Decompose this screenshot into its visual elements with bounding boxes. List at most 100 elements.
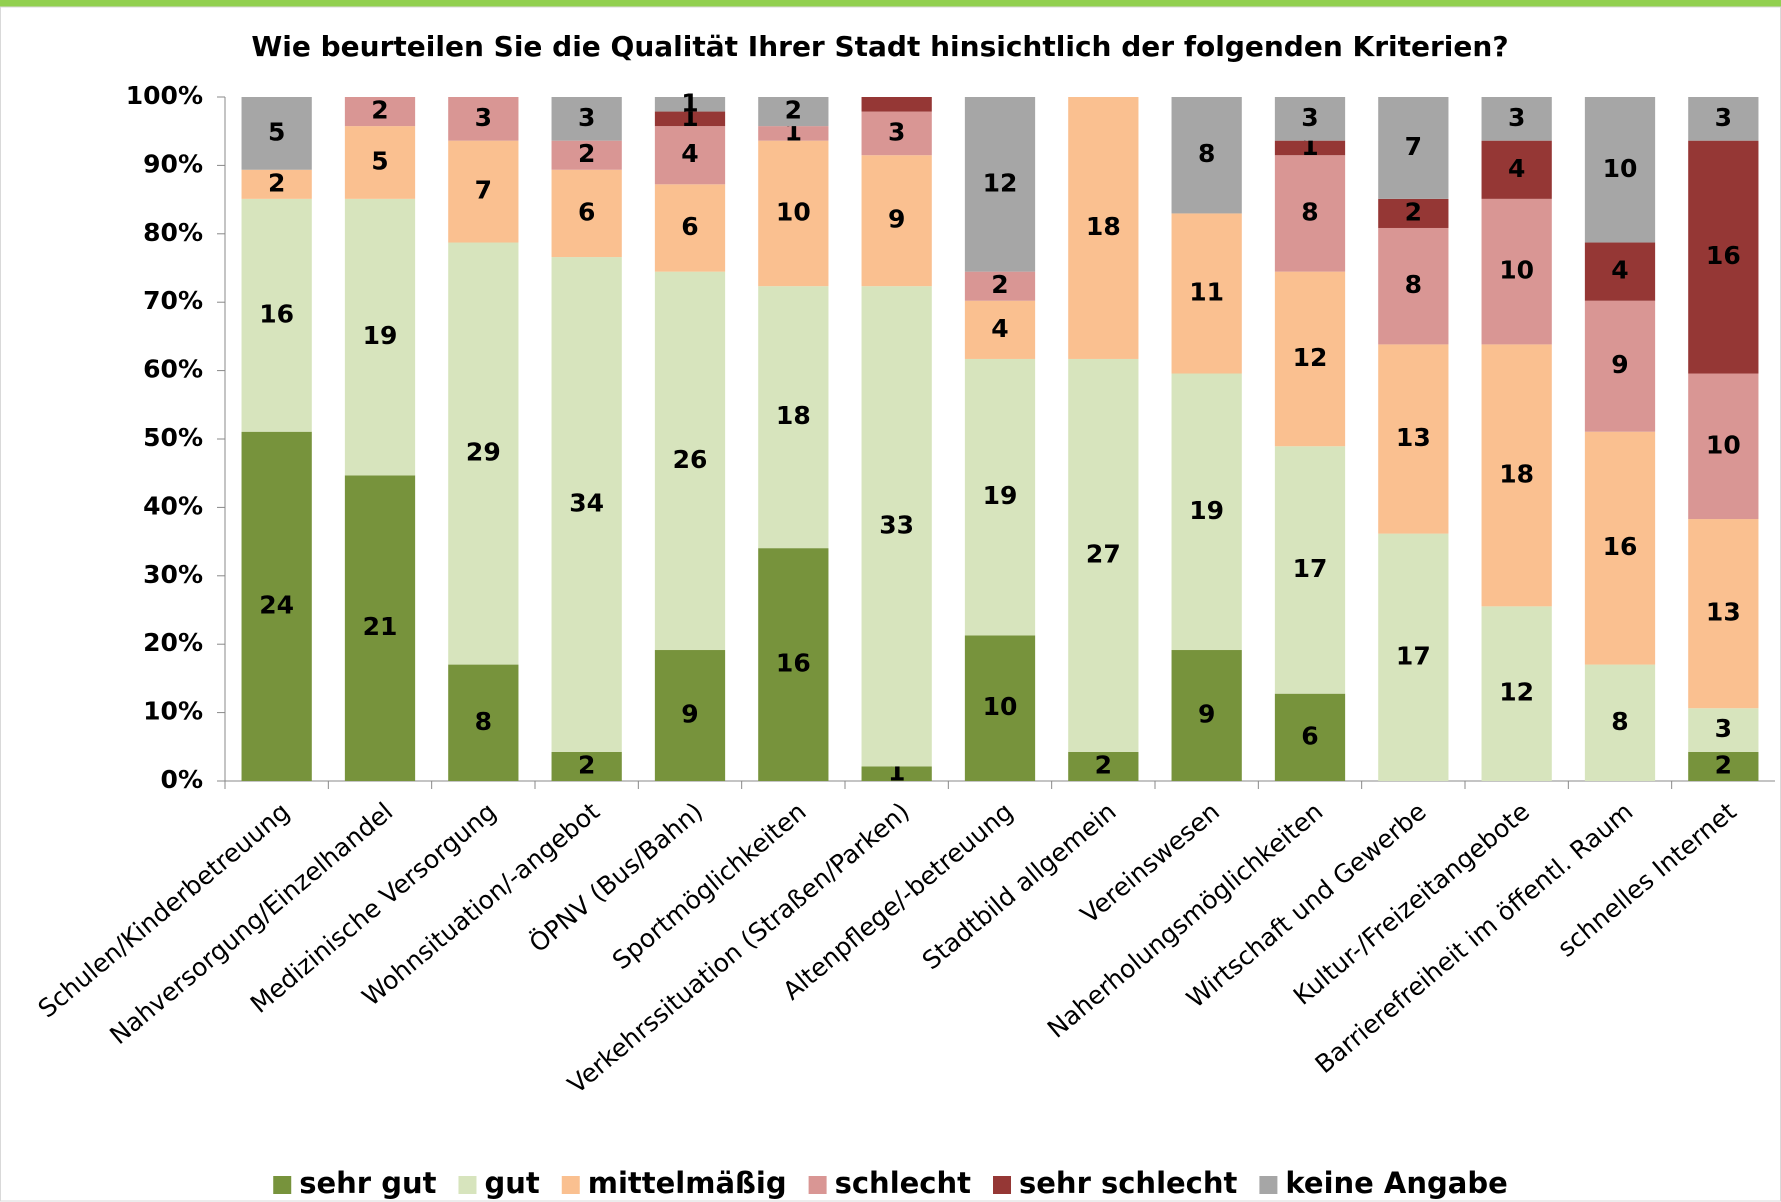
bar-segment — [1378, 344, 1449, 534]
data-label: 17 — [1293, 554, 1328, 583]
bar-segment — [551, 169, 622, 258]
x-tick-label: schnelles Internet — [1552, 797, 1742, 963]
bar-segment — [1688, 519, 1759, 709]
bar-segment — [964, 97, 1036, 272]
bar-segment — [1274, 446, 1346, 694]
data-label: 2 — [578, 139, 595, 168]
bar-segment — [1584, 97, 1656, 243]
bar-segment — [1274, 693, 1346, 781]
data-label: 2 — [268, 168, 285, 197]
legend-swatch — [458, 1176, 477, 1194]
data-label: 8 — [475, 707, 492, 736]
bar-segment — [551, 140, 622, 170]
data-label: 6 — [578, 197, 595, 226]
legend-label: sehr schlecht — [1019, 1166, 1238, 1200]
data-label: 12 — [1499, 678, 1534, 707]
bar-segment — [1584, 664, 1656, 781]
legend-swatch — [561, 1176, 580, 1194]
bar-segment — [654, 184, 726, 272]
bar-segment — [344, 126, 416, 199]
data-label: 2 — [1405, 197, 1422, 226]
bar-segment — [551, 751, 622, 781]
data-label: 12 — [1293, 343, 1328, 372]
bar-segment — [861, 111, 932, 156]
data-label: 16 — [1603, 532, 1638, 561]
data-label: 7 — [1405, 132, 1422, 161]
bar-segment — [1068, 751, 1139, 781]
y-tick-label: 0% — [161, 765, 203, 794]
y-tick-label: 10% — [143, 697, 203, 726]
legend-swatch — [273, 1176, 292, 1194]
bar-segment — [1378, 97, 1449, 199]
data-label: 8 — [1611, 707, 1628, 736]
bar-segment — [448, 242, 519, 665]
data-label: 19 — [1189, 496, 1224, 525]
bar-segment — [1274, 97, 1346, 141]
x-tick-label: ÖPNV (Bus/Bahn) — [524, 797, 709, 958]
data-label: 7 — [475, 176, 492, 205]
bar-segment — [344, 97, 416, 127]
data-label: 16 — [776, 649, 811, 678]
legend-label: keine Angabe — [1285, 1166, 1507, 1200]
data-label: 8 — [1301, 197, 1318, 226]
bar-segment — [861, 97, 932, 112]
chart-title: Wie beurteilen Sie die Qualität Ihrer St… — [251, 30, 1508, 63]
data-label: 10 — [1603, 154, 1638, 183]
data-label: 19 — [363, 321, 398, 350]
bar-segment — [1688, 97, 1759, 141]
bar-segment — [1171, 213, 1242, 374]
y-tick-label: 40% — [143, 491, 203, 520]
bar-segment — [551, 257, 622, 752]
data-label: 9 — [1611, 350, 1628, 379]
data-label: 18 — [1086, 212, 1121, 241]
data-label: 2 — [1095, 750, 1112, 779]
data-label: 13 — [1706, 598, 1741, 627]
data-label: 24 — [259, 590, 294, 619]
data-label: 4 — [991, 314, 1008, 343]
data-label: 1 — [681, 88, 698, 117]
legend-swatch — [1259, 1176, 1278, 1194]
data-label: 3 — [1715, 714, 1732, 743]
legend-label: sehr gut — [299, 1166, 436, 1200]
bar-segment — [344, 198, 416, 476]
bar-segment — [964, 300, 1036, 359]
y-tick-label: 30% — [143, 560, 203, 589]
bar-segment — [861, 286, 932, 767]
bar-segment — [654, 111, 726, 127]
data-label: 18 — [776, 401, 811, 430]
bar-segment — [1688, 708, 1759, 752]
y-tick-label: 70% — [143, 286, 203, 315]
bar-segment — [1481, 198, 1552, 345]
data-label: 11 — [1189, 277, 1224, 306]
bar-segment — [241, 169, 312, 199]
bar-segment — [448, 664, 519, 781]
bar-segment — [1481, 606, 1552, 781]
bar-segment — [758, 97, 829, 127]
bar-segment — [1584, 431, 1656, 665]
data-label: 29 — [466, 438, 501, 467]
data-label: 16 — [259, 299, 294, 328]
bar-segment — [861, 155, 932, 287]
y-tick-label: 50% — [143, 423, 203, 452]
data-label: 8 — [1405, 270, 1422, 299]
data-label: 10 — [1706, 430, 1741, 459]
data-label: 2 — [578, 750, 595, 779]
data-label: 3 — [1715, 103, 1732, 132]
data-label: 18 — [1499, 459, 1534, 488]
data-label: 6 — [1301, 721, 1318, 750]
data-label: 10 — [983, 692, 1018, 721]
data-label: 21 — [363, 612, 398, 641]
bar-segment — [758, 126, 829, 141]
x-tick-label: Sportmöglichkeiten — [607, 797, 812, 975]
bar-segment — [1378, 533, 1449, 781]
bar-segment — [1688, 751, 1759, 781]
data-label: 4 — [681, 139, 698, 168]
data-label: 2 — [371, 96, 388, 125]
y-tick-label: 60% — [143, 355, 203, 384]
bar-segment — [1481, 140, 1552, 199]
bar-segment — [654, 650, 726, 781]
data-label: 10 — [1499, 256, 1534, 285]
bar-segment — [1068, 97, 1139, 359]
bar-segment — [1688, 140, 1759, 374]
